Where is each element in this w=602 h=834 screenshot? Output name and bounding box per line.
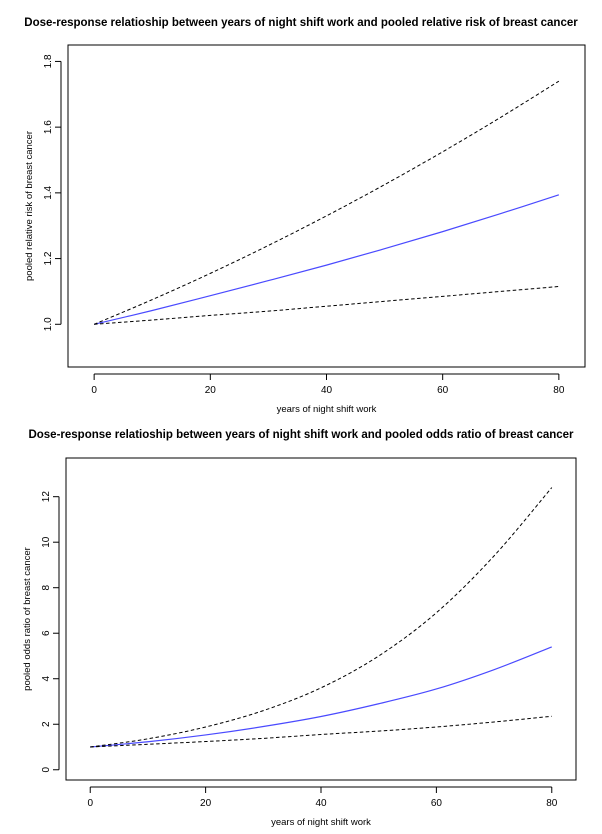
y-tick-label: 0 bbox=[41, 767, 52, 773]
y-tick-label: 10 bbox=[41, 536, 52, 548]
x-axis-title: years of night shift work bbox=[271, 817, 371, 828]
x-tick-label: 60 bbox=[437, 385, 449, 396]
x-tick-label: 80 bbox=[553, 385, 565, 396]
x-tick-label: 60 bbox=[431, 798, 443, 809]
relative-risk-chart-panel: Dose-response relatioship between years … bbox=[24, 17, 586, 415]
plot-frame bbox=[67, 44, 586, 368]
upper-ci-line bbox=[90, 487, 553, 748]
estimate-line bbox=[90, 646, 552, 748]
y-tick-label: 2 bbox=[41, 721, 52, 727]
upper-ci-line bbox=[93, 80, 560, 325]
estimate-line bbox=[94, 194, 560, 325]
x-tick-label: 20 bbox=[200, 798, 212, 809]
relative-risk-chart: 0 20 40 60 80 1.0 1.2 1.4 1.6 1.8 years of night s… bbox=[24, 44, 586, 415]
y-tick-label: 12 bbox=[41, 491, 52, 503]
plot-frame bbox=[65, 457, 577, 781]
lower-ci-line bbox=[90, 715, 552, 748]
chart-title: Dose-response relatioship between years … bbox=[24, 17, 578, 29]
y-tick-label: 1.6 bbox=[43, 120, 54, 134]
x-tick-label: 40 bbox=[321, 385, 333, 396]
y-tick-label: 1.4 bbox=[43, 185, 54, 199]
y-tick-label: 8 bbox=[41, 584, 52, 590]
odds-ratio-chart-panel: Dose-response relatioship between years … bbox=[0, 418, 602, 834]
x-tick-label: 0 bbox=[91, 385, 97, 396]
y-tick-label: 1.2 bbox=[43, 251, 54, 265]
odds-ratio-chart: 0 20 40 60 80 0 2 4 6 8 10 12 years of night shift w… bbox=[22, 457, 577, 828]
y-tick-label: 4 bbox=[41, 676, 52, 682]
chart-title: Dose-response relatioship between years … bbox=[28, 429, 574, 441]
y-tick-label: 1.0 bbox=[43, 317, 54, 331]
y-axis-title: pooled relative risk of breast cancer bbox=[24, 131, 35, 281]
x-tick-label: 0 bbox=[87, 798, 93, 809]
x-tick-label: 20 bbox=[205, 385, 217, 396]
lower-ci-line bbox=[94, 286, 559, 325]
y-tick-label: 6 bbox=[41, 630, 52, 636]
x-tick-label: 80 bbox=[546, 798, 558, 809]
y-tick-label: 1.8 bbox=[43, 54, 54, 68]
x-axis-title: years of night shift work bbox=[277, 404, 377, 415]
y-axis-title: pooled odds ratio of breast cancer bbox=[22, 547, 33, 691]
x-tick-label: 40 bbox=[315, 798, 327, 809]
